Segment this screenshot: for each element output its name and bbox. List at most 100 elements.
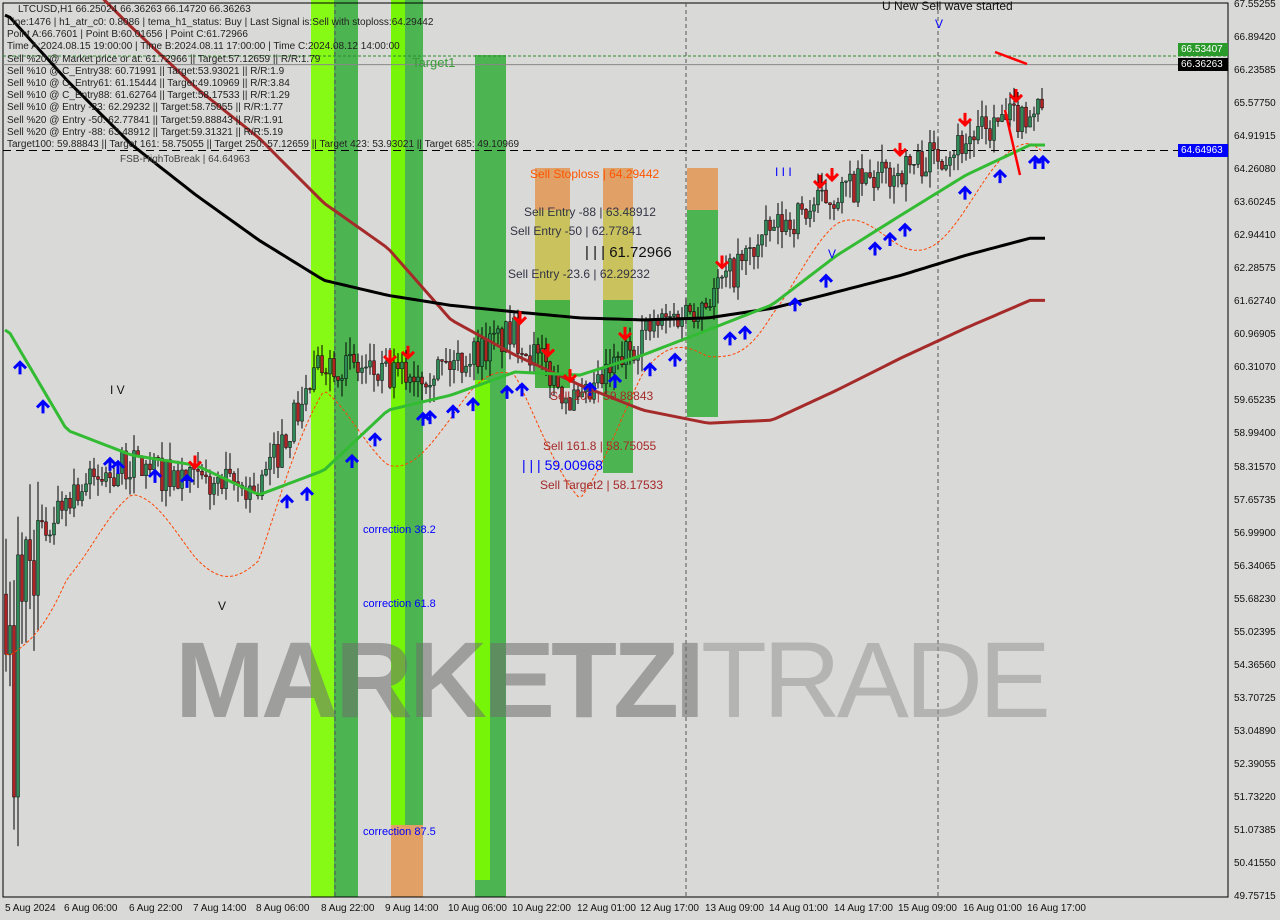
candle: [980, 116, 984, 127]
candle: [416, 376, 420, 383]
candle: [112, 477, 116, 486]
candle: [380, 363, 384, 381]
buy-arrow-icon: [1035, 154, 1051, 169]
candle: [768, 219, 772, 231]
candle: [424, 383, 428, 388]
buy-arrow-icon: [582, 381, 598, 396]
candle: [788, 219, 792, 230]
entry-23-6-label: Sell Entry -23.6 | 62.29232: [508, 267, 650, 281]
candle: [940, 161, 944, 170]
candle: [172, 470, 176, 487]
candle: [988, 128, 992, 141]
info-line: Sell %20 @ Entry -50: 62.77841 || Target…: [7, 114, 284, 126]
candle: [892, 175, 896, 187]
entry-50-label: Sell Entry -50 | 62.77841: [510, 224, 642, 238]
candle: [684, 304, 688, 319]
candle: [28, 539, 32, 561]
candle: [440, 359, 444, 362]
info-line: Line:1476 | h1_atr_c0: 0.8086 | tema_h1_…: [7, 17, 434, 28]
buy-arrow-icon: [415, 411, 431, 426]
sell-arrow-icon: [1008, 88, 1024, 104]
candle: [536, 344, 540, 354]
candle: [992, 117, 996, 141]
x-tick-label: 8 Aug 22:00: [321, 903, 375, 914]
candle: [20, 554, 24, 602]
buy-arrow-icon: [787, 297, 803, 312]
candle: [68, 498, 72, 509]
buy-arrow-icon: [279, 494, 295, 509]
candle: [736, 253, 740, 288]
candle: [640, 329, 644, 357]
candle: [48, 534, 52, 537]
candle: [576, 389, 580, 398]
candle: [332, 358, 336, 377]
info-line: Sell %10 @ C_Entry38: 60.71991 || Target…: [7, 65, 285, 77]
candle: [24, 539, 28, 602]
candle: [228, 468, 232, 474]
y-tick-label: 57.65735: [1234, 495, 1276, 506]
candle: [880, 161, 884, 173]
candle: [596, 374, 600, 384]
candle: [104, 472, 108, 482]
candle: [4, 593, 8, 655]
signal-zone: [475, 380, 490, 880]
y-tick-label: 65.57750: [1234, 98, 1276, 109]
info-line: Sell %20 @ Market price or at: 61.72966 …: [7, 53, 321, 65]
candle: [500, 328, 504, 352]
buy-arrow-icon: [992, 168, 1008, 184]
y-tick-label: 58.31570: [1234, 462, 1276, 473]
candle: [316, 355, 320, 369]
sell-arrow-icon: [617, 326, 633, 342]
sell-arrow-icon: [540, 343, 556, 358]
candle: [740, 253, 744, 262]
candle: [464, 365, 468, 373]
x-tick-label: 6 Aug 06:00: [64, 903, 118, 914]
candle: [420, 376, 424, 385]
candle: [600, 374, 604, 385]
candle: [216, 477, 220, 484]
candle: [340, 378, 344, 381]
info-line: Sell %10 @ C_Entry88: 61.62764 || Target…: [7, 90, 290, 102]
candle: [860, 168, 864, 184]
candle: [432, 378, 436, 386]
candle: [72, 484, 76, 509]
candle: [508, 321, 512, 345]
candle: [820, 189, 824, 192]
y-tick-label: 51.73220: [1234, 792, 1276, 803]
buy-arrow-icon: [722, 331, 738, 346]
candle: [960, 135, 964, 154]
candle: [476, 341, 480, 367]
candle: [484, 338, 488, 362]
candle: [160, 457, 164, 491]
candle: [132, 450, 136, 478]
candle: [436, 359, 440, 380]
x-tick-label: 14 Aug 01:00: [769, 903, 828, 914]
wave-v-label-2: V: [828, 247, 837, 261]
info-line: Target100: 59.88843 || Target 161: 58.75…: [7, 139, 520, 150]
candle: [560, 386, 564, 404]
candle: [328, 358, 332, 375]
candle: [1000, 114, 1004, 122]
candle: [384, 361, 388, 364]
candle: [232, 473, 236, 483]
fsb-label: FSB-HighToBreak | 64.64963: [120, 154, 250, 165]
y-tick-label: 49.75715: [1234, 891, 1276, 902]
sell-arrow-icon: [892, 142, 908, 158]
candle: [816, 189, 820, 206]
candle: [92, 468, 96, 477]
x-tick-label: 16 Aug 01:00: [963, 903, 1022, 914]
candle: [564, 397, 568, 404]
candle: [304, 388, 308, 405]
candle: [964, 143, 968, 154]
candle: [692, 311, 696, 322]
candle: [792, 229, 796, 235]
candle: [312, 367, 316, 390]
candle: [780, 214, 784, 232]
y-tick-label: 56.99900: [1234, 528, 1276, 539]
target1-label: Target1: [412, 55, 456, 70]
candle: [300, 403, 304, 422]
buy-arrow-icon: [465, 397, 481, 412]
candle: [488, 333, 492, 362]
candle: [844, 180, 848, 183]
